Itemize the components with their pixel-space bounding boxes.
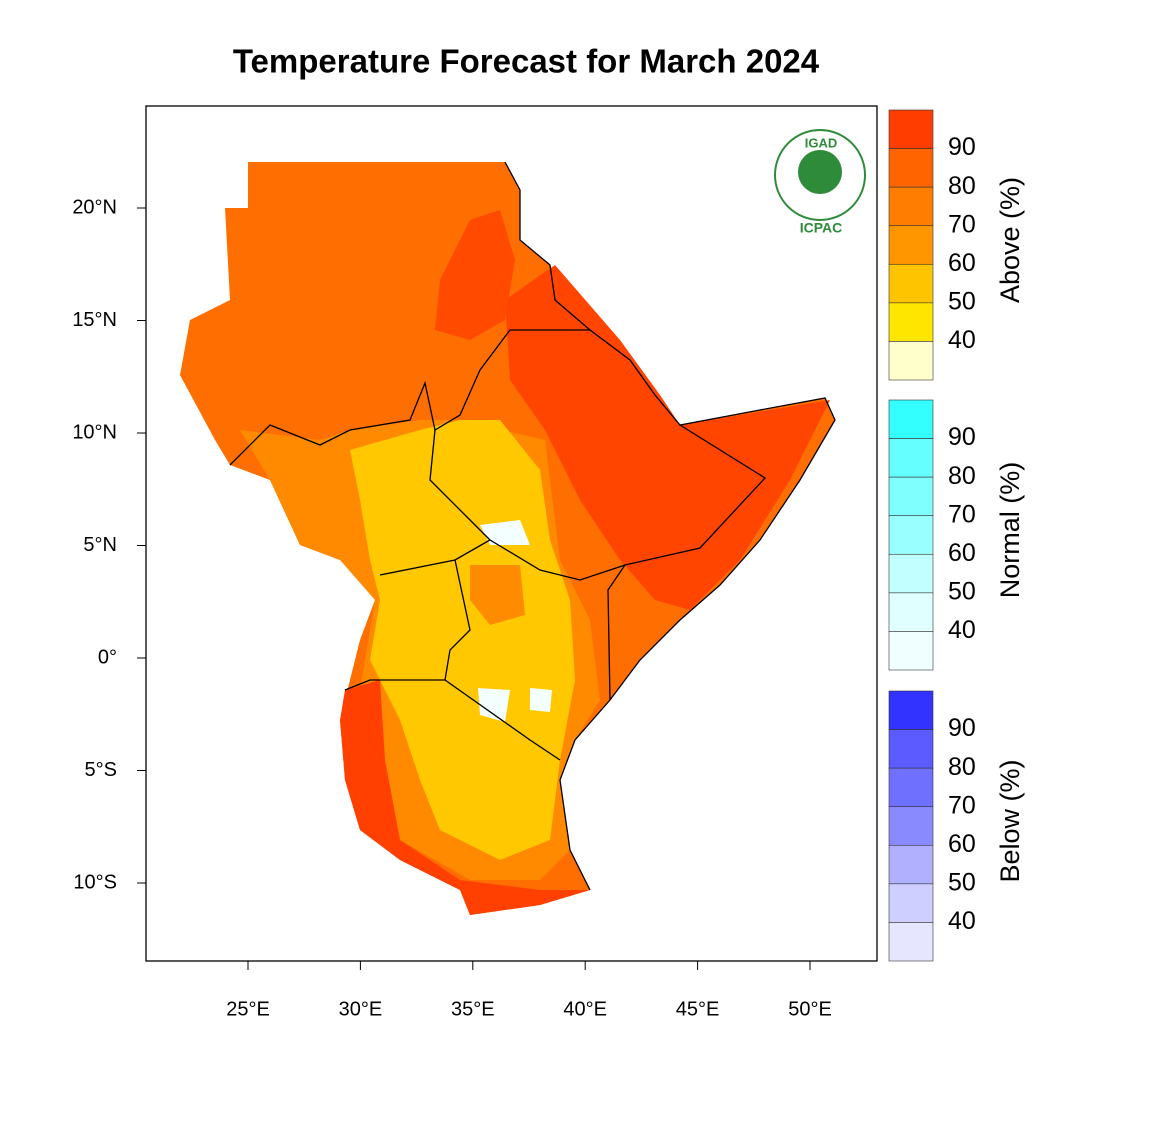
title: Temperature Forecast for March 2024: [233, 43, 820, 80]
colorbar-segment: [888, 844, 934, 885]
country-border: [379, 429, 492, 576]
y-tick-label: 10°S: [73, 871, 117, 893]
map: [180, 161, 836, 915]
colorbar-segment: [888, 553, 934, 594]
colorbar-label: 90: [948, 423, 976, 451]
country-border: [344, 559, 471, 691]
region-white: [480, 520, 530, 545]
colorbar-segment: [888, 399, 934, 439]
colorbar-label: 80: [948, 462, 976, 490]
colorbar-label: 50: [948, 577, 976, 605]
country-border: [444, 679, 561, 761]
map-frame: [145, 105, 878, 962]
colorbar-label: 80: [948, 753, 976, 781]
colorbar-label: 40: [948, 616, 976, 644]
logo-bottom: ICPAC: [800, 220, 843, 236]
colorbar-title: Normal (%): [995, 462, 1025, 599]
y-tick-label: 20°N: [72, 196, 117, 218]
colorbar-label: 50: [948, 868, 976, 896]
y-tick-label: 5°S: [85, 759, 117, 781]
colorbar-segment: [888, 515, 934, 555]
colorbar-label: 70: [948, 791, 976, 819]
colorbar-title: Below (%): [995, 759, 1025, 882]
colorbar-segment: [888, 922, 934, 962]
region-red-ne: [505, 265, 830, 610]
colorbar-segment: [888, 148, 934, 188]
colorbar-segment: [888, 690, 934, 730]
colorbar-segment: [888, 767, 934, 808]
colorbar-label: 50: [948, 287, 976, 315]
legends: 90 80 70 60 50 40 Above (%) 90 80 70 60 50 40 Normal …: [888, 109, 1025, 962]
colorbar-segment: [888, 883, 934, 923]
region-white: [478, 688, 510, 722]
x-tick-label: 30°E: [339, 998, 383, 1020]
colorbar-segment: [888, 592, 934, 632]
y-tick-label: 5°N: [83, 534, 117, 556]
colorbar-label: 70: [948, 500, 976, 528]
colorbar-label: 90: [948, 133, 976, 161]
colorbar-segment: [888, 729, 934, 769]
colorbar-segment: [888, 263, 934, 304]
colorbar-label: 60: [948, 830, 976, 858]
y-tick-label: 0°: [98, 646, 117, 668]
logo: IGAD ICPAC: [774, 129, 866, 236]
y-tick-label: 10°N: [72, 421, 117, 443]
x-tick-label: 45°E: [676, 998, 720, 1020]
colorbar-label: 90: [948, 714, 976, 742]
logo-top: IGAD: [805, 135, 838, 150]
logo-emblem: [798, 150, 842, 194]
colorbar-segment: [888, 631, 934, 671]
colorbar-label: 70: [948, 210, 976, 238]
axes: 25°E 30°E 35°E 40°E 45°E 50°E 20°N 15°N 10°N 5°N 0…: [72, 196, 831, 1020]
x-tick-label: 40°E: [563, 998, 607, 1020]
colorbar-label: 40: [948, 326, 976, 354]
y-tick-label: 15°N: [72, 309, 117, 331]
x-tick-label: 35°E: [451, 998, 495, 1020]
region-orange-lake: [470, 565, 525, 625]
colorbar-label: 40: [948, 907, 976, 935]
x-tick-label: 25°E: [226, 998, 270, 1020]
colorbar-segment: [888, 302, 934, 342]
colorbar-segment: [888, 109, 934, 149]
coastline: [504, 161, 836, 891]
region-red-n: [435, 210, 515, 340]
colorbar-title: Above (%): [995, 177, 1025, 303]
colorbar-segment: [888, 341, 934, 381]
country-border: [607, 564, 626, 701]
region-red-sw: [340, 680, 590, 915]
colorbar-segment: [888, 438, 934, 478]
colorbar-label: 80: [948, 172, 976, 200]
country-border: [229, 329, 590, 466]
region-white: [530, 688, 552, 712]
x-tick-label: 50°E: [788, 998, 832, 1020]
colorbar-segment: [888, 225, 934, 265]
colorbar-segment: [888, 186, 934, 227]
colorbar-segment: [888, 476, 934, 517]
colorbar-label: 60: [948, 249, 976, 277]
colorbar-label: 60: [948, 539, 976, 567]
colorbar-segment: [888, 806, 934, 846]
